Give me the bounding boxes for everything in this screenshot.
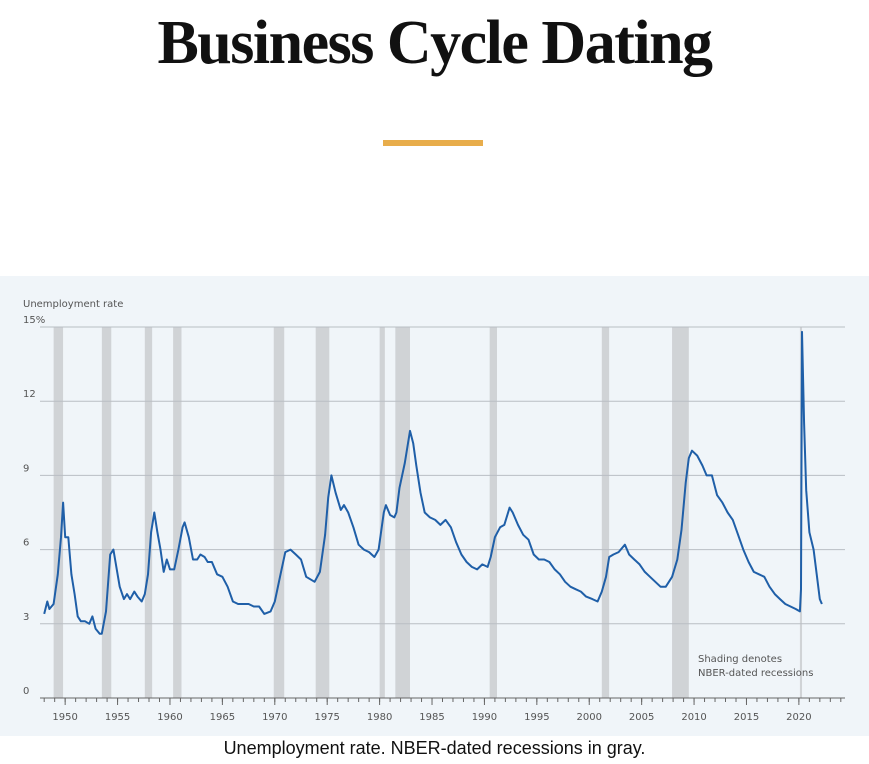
- caption: Unemployment rate. NBER-dated recessions…: [223, 738, 646, 758]
- y-tick-label: 6: [23, 538, 29, 549]
- recession-band: [395, 327, 411, 698]
- y-tick-label: 15%: [23, 315, 45, 326]
- x-tick-label: 1960: [157, 712, 182, 723]
- recession-band: [315, 327, 330, 698]
- x-tick-label: 1970: [262, 712, 287, 723]
- chart-background: [0, 276, 869, 736]
- recession-band: [144, 327, 153, 698]
- recession-band: [173, 327, 182, 698]
- x-tick-label: 2000: [577, 712, 602, 723]
- x-tick-label: 1955: [105, 712, 130, 723]
- y-tick-label: 9: [23, 463, 29, 474]
- chart: Unemployment rate 0 3 6 9 12 15% 1950 1955 1960 1…: [0, 276, 869, 736]
- x-tick-label: 2020: [786, 712, 811, 723]
- recession-band: [101, 327, 112, 698]
- y-tick-label: 12: [23, 389, 36, 400]
- annotation: NBER-dated recessions: [698, 668, 813, 679]
- recession-band: [53, 327, 64, 698]
- x-tick-label: 2015: [734, 712, 759, 723]
- annotation: Shading denotes: [698, 654, 782, 665]
- x-tick-label: 2010: [681, 712, 706, 723]
- recession-band: [672, 327, 689, 698]
- recession-band: [379, 327, 385, 698]
- x-tick-label: 1965: [210, 712, 235, 723]
- y-tick-label: 0: [23, 686, 29, 697]
- recession-band: [601, 327, 610, 698]
- recession-band: [273, 327, 285, 698]
- x-tick-label: 1990: [472, 712, 497, 723]
- x-tick-label: 1950: [52, 712, 77, 723]
- accent-rule: [383, 140, 483, 146]
- y-tick-label: 3: [23, 612, 29, 623]
- recession-band: [489, 327, 498, 698]
- x-tick-label: 1980: [367, 712, 392, 723]
- y-axis-label: Unemployment rate: [23, 299, 123, 310]
- unemployment-line: [43, 330, 823, 635]
- x-tick-label: 2005: [629, 712, 654, 723]
- page-title: Business Cycle Dating: [157, 9, 713, 77]
- x-tick-label: 1975: [314, 712, 339, 723]
- x-tick-label: 1995: [524, 712, 549, 723]
- x-tick-label: 1985: [419, 712, 444, 723]
